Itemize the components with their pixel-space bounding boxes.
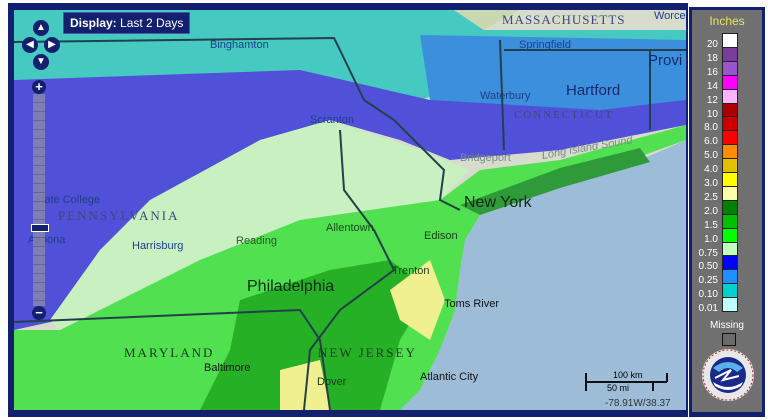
map-label-worcester: Worcester (654, 10, 686, 22)
map-label-waterbury: Waterbury (480, 90, 531, 102)
map-label-bridgeport: Bridgeport (460, 152, 511, 164)
map-label-state-college: State College (34, 194, 101, 206)
legend-label: 12 (706, 94, 718, 106)
legend-swatch (722, 88, 738, 104)
map-label-atlantic-city: Atlantic City (420, 371, 479, 383)
legend-label: 0.01 (698, 303, 718, 315)
map-label-edison: Edison (424, 230, 458, 242)
legend-swatch (722, 172, 738, 187)
legend-swatch (722, 33, 738, 48)
map-label-toms-river: Toms River (444, 298, 500, 310)
precip-pale-green (50, 120, 470, 330)
legend-label: 3.0 (704, 178, 718, 189)
legend-label: 16 (706, 66, 718, 78)
legend-label: 2.5 (704, 191, 718, 203)
map-label-hartford: Hartford (566, 82, 621, 99)
nws-logo (702, 349, 754, 401)
legend-label: 2.0 (704, 205, 718, 217)
map-label-baltimore: Baltimore (204, 362, 251, 374)
legend-swatch (722, 74, 738, 90)
legend-title: Inches (709, 14, 745, 28)
legend-label: 0.50 (698, 261, 718, 273)
legend-label: 6.0 (704, 136, 718, 148)
map-layers (14, 10, 686, 410)
legend-missing-label: Missing (710, 320, 744, 331)
zoom-track[interactable] (33, 94, 45, 306)
legend-swatch (722, 269, 738, 285)
legend-panel: Inches 20 18 16 14 12 10 8.0 6.0 5.0 4.0 3.0 2.5 2.0… (689, 7, 765, 417)
map-label-dover: Dover (317, 376, 347, 388)
map-label-new-york: New York (464, 194, 532, 211)
map-label-pennsylvania: PENNSYLVANIA (58, 208, 180, 223)
map-label-harrisburg: Harrisburg (132, 240, 184, 252)
zoom-out-button[interactable]: − (32, 306, 46, 320)
precip-yellow-south (280, 360, 330, 410)
pan-down-button[interactable]: ▼ (33, 54, 49, 70)
state-borders (14, 36, 686, 410)
pan-right-button[interactable]: ▶ (44, 37, 60, 53)
legend-swatch (722, 213, 738, 229)
map-label-scranton: Scranton (310, 114, 355, 126)
legend-label: 8.0 (704, 122, 718, 134)
legend-swatch (722, 158, 738, 174)
precip-dark-green (200, 260, 430, 410)
map-label-springfield: Springfield (519, 39, 571, 51)
zoom-in-button[interactable]: + (32, 80, 46, 94)
map-label-binghamton: Binghamton (210, 39, 269, 51)
legend-swatch (722, 46, 738, 62)
legend-label: 0.10 (698, 289, 718, 301)
legend-missing-swatch (722, 333, 736, 346)
legend-swatch (722, 130, 738, 146)
cursor-coordinates: -78.91W/38.37 (605, 398, 671, 409)
map-label-reading: Reading (236, 235, 277, 247)
legend-label: 20 (706, 39, 718, 50)
scale-km: 100 km (613, 370, 643, 380)
legend-label: 5.0 (704, 150, 718, 162)
map-label-massachusetts: MASSACHUSETTS (502, 12, 626, 27)
legend-swatch (722, 241, 738, 257)
display-value: Last 2 Days (120, 16, 184, 30)
map-label-trenton: Trenton (392, 265, 430, 277)
legend-swatch (722, 102, 738, 118)
map-label-philadelphia: Philadelphia (247, 278, 335, 295)
pan-up-button[interactable]: ▲ (33, 20, 49, 36)
legend-swatch (722, 227, 738, 243)
legend-label: 4.0 (704, 164, 718, 176)
legend-swatch (722, 60, 738, 76)
legend-label: 1.5 (704, 219, 718, 231)
zoom-handle[interactable] (31, 224, 49, 232)
scale-mi: 50 mi (607, 383, 630, 393)
legend-label: 10 (706, 108, 718, 120)
precip-yellow (390, 260, 445, 340)
precip-pale-top (454, 10, 519, 30)
map-label-providence: Provi (648, 52, 683, 69)
scale-bar-lines (585, 373, 668, 391)
pan-left-button[interactable]: ◀ (22, 37, 38, 53)
legend-label: 1.0 (704, 233, 718, 245)
precip-long-island (460, 148, 650, 215)
scale-bar: 100 km 50 mi (585, 370, 670, 393)
legend-label: 0.25 (698, 275, 718, 287)
map-label-allentown: Allentown (326, 222, 374, 234)
map-label-connecticut: CONNECTICUT (514, 109, 614, 121)
pan-control: ▲ ◀ ▶ ▼ (22, 20, 60, 70)
precip-blue-purple (14, 70, 686, 330)
map-label-maryland: MARYLAND (124, 345, 215, 360)
legend-swatch (722, 185, 738, 201)
legend-swatch (722, 297, 738, 313)
legend-swatch (722, 255, 738, 271)
legend-swatch (722, 144, 738, 160)
legend-swatch (722, 116, 738, 132)
legend-swatch (722, 283, 738, 299)
precipitation-map[interactable]: MASSACHUSETTS Worcester Springfield Prov… (14, 10, 686, 410)
legend-swatch (722, 199, 738, 215)
display-label: Display: (70, 16, 117, 30)
legend-label: 18 (706, 52, 718, 64)
legend-label: 14 (706, 80, 718, 92)
display-period-button[interactable]: Display: Last 2 Days (63, 12, 191, 34)
zoom-slider[interactable]: + − (31, 80, 49, 320)
legend-label: 0.75 (698, 247, 718, 259)
map-label-new-jersey: NEW JERSEY (318, 345, 417, 360)
